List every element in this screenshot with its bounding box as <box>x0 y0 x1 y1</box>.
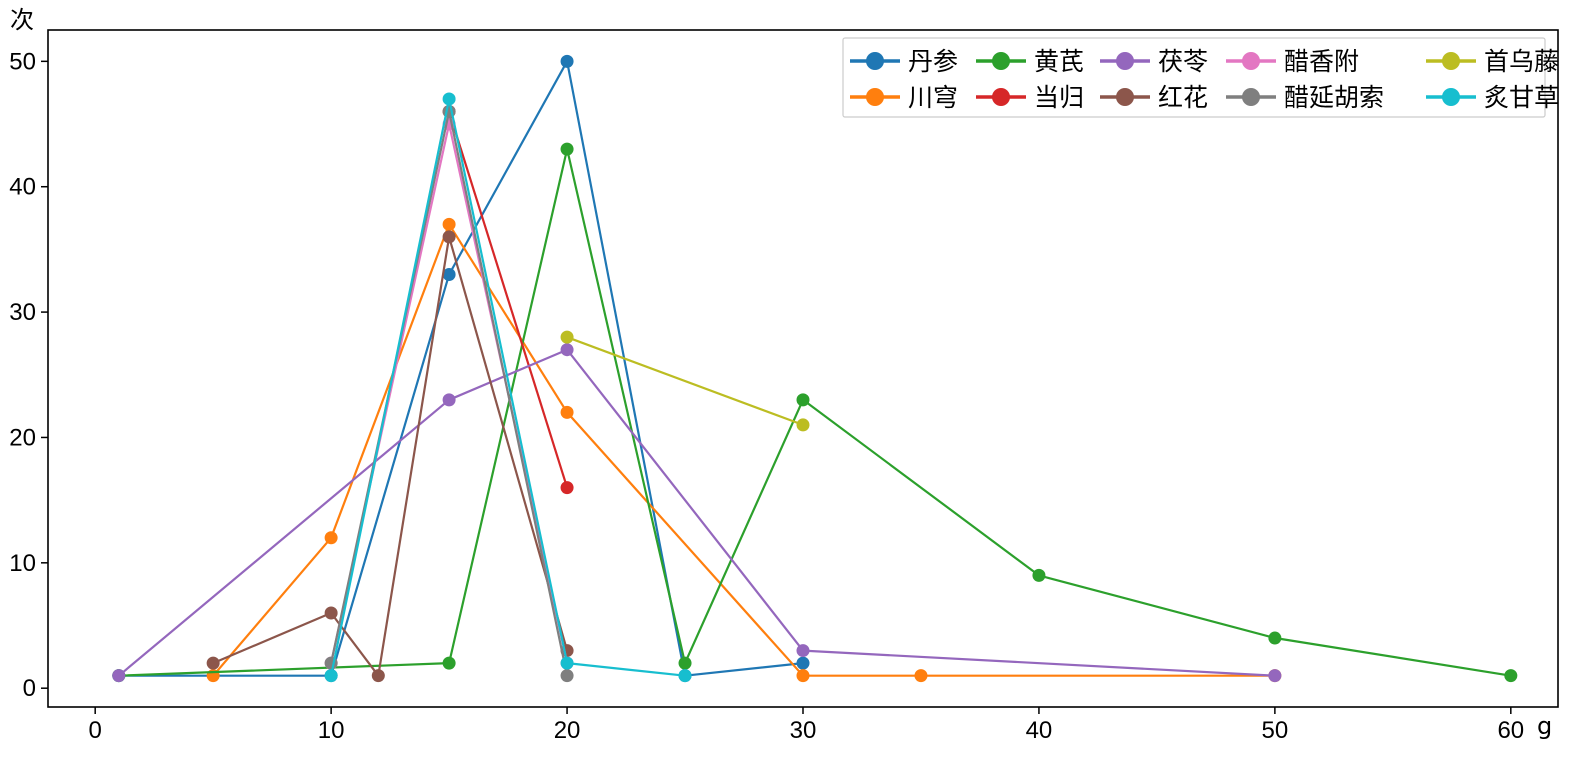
legend-item: 首乌藤 <box>1426 47 1559 76</box>
data-point <box>560 481 574 495</box>
series-9 <box>560 330 810 432</box>
y-tick-label: 20 <box>9 424 36 451</box>
data-point <box>678 656 692 670</box>
x-tick-label: 40 <box>1026 717 1053 744</box>
legend-marker-swatch <box>992 52 1010 70</box>
data-point <box>796 418 810 432</box>
y-tick-label: 50 <box>9 48 36 75</box>
data-point <box>112 669 126 683</box>
data-point <box>796 656 810 670</box>
data-point <box>1032 568 1046 582</box>
legend-item: 当归 <box>976 83 1084 112</box>
data-point <box>678 669 692 683</box>
y-tick-label: 0 <box>23 675 36 702</box>
data-point <box>796 393 810 407</box>
legend-item: 醋延胡索 <box>1226 83 1384 112</box>
series-line <box>448 111 569 488</box>
legend-label: 首乌藤 <box>1484 47 1559 76</box>
series-line <box>118 60 804 677</box>
legend-label: 醋香附 <box>1284 47 1359 76</box>
legend-marker-swatch <box>992 88 1010 106</box>
legend-label: 炙甘草 <box>1484 83 1559 112</box>
data-point <box>324 606 338 620</box>
data-point <box>324 669 338 683</box>
data-point <box>206 656 220 670</box>
x-tick-label: 0 <box>89 717 102 744</box>
x-tick-label: 30 <box>790 717 817 744</box>
legend-marker-swatch <box>866 52 884 70</box>
legend-marker-swatch <box>1116 52 1134 70</box>
data-point <box>1504 669 1518 683</box>
legend-label: 川穹 <box>908 83 958 112</box>
axis-ticks: 0 10 20 30 40 50 60 0 10 20 30 40 50 <box>9 48 1524 744</box>
x-tick-label: 50 <box>1262 717 1289 744</box>
data-point <box>1268 669 1282 683</box>
data-point <box>560 669 574 683</box>
data-point <box>442 92 456 106</box>
series-line <box>330 97 686 677</box>
data-point <box>324 531 338 545</box>
data-point <box>371 669 385 683</box>
y-tick-label: 10 <box>9 550 36 577</box>
legend-item: 醋香附 <box>1226 47 1359 76</box>
x-tick-label: 20 <box>554 717 581 744</box>
series-line <box>212 223 1275 677</box>
legend-marker-swatch <box>866 88 884 106</box>
legend-label: 红花 <box>1158 83 1208 112</box>
series-3 <box>112 142 1518 683</box>
legend-label: 丹参 <box>908 47 958 76</box>
series-line <box>118 148 1511 677</box>
legend-item: 茯苓 <box>1100 47 1208 76</box>
x-tick-label: 10 <box>318 717 345 744</box>
series-2 <box>206 217 1282 683</box>
x-tick-label: 60 <box>1497 717 1524 744</box>
data-point <box>442 393 456 407</box>
data-point <box>560 405 574 419</box>
legend-marker-swatch <box>1442 52 1460 70</box>
legend-marker-swatch <box>1242 88 1260 106</box>
y-tick-label: 40 <box>9 174 36 201</box>
data-point <box>560 330 574 344</box>
data-point <box>560 656 574 670</box>
legend-label: 当归 <box>1034 83 1084 112</box>
data-point <box>560 142 574 156</box>
series-line <box>212 235 569 677</box>
data-point <box>1268 631 1282 645</box>
data-point <box>560 54 574 68</box>
x-axis-unit-label: g <box>1537 712 1552 740</box>
series-line <box>118 348 1275 677</box>
data-point <box>442 656 456 670</box>
data-point <box>796 669 810 683</box>
y-axis-unit-label: 次 <box>10 6 34 34</box>
data-point <box>442 230 456 244</box>
y-tick-label: 30 <box>9 299 36 326</box>
data-point <box>796 644 810 658</box>
legend-item: 丹参 <box>850 47 958 76</box>
legend-label: 茯苓 <box>1158 47 1208 76</box>
data-point <box>442 217 456 231</box>
legend-item: 川穹 <box>850 83 958 112</box>
series-6 <box>206 230 574 683</box>
data-point <box>442 267 456 281</box>
series-10 <box>324 92 692 683</box>
series-line <box>566 336 804 426</box>
data-point <box>560 343 574 357</box>
legend-label: 醋延胡索 <box>1284 83 1384 112</box>
series-layer <box>112 54 1518 683</box>
legend-marker-swatch <box>1242 52 1260 70</box>
legend-item: 黄芪 <box>976 47 1084 76</box>
series-5 <box>112 343 1282 683</box>
legend-item: 红花 <box>1100 83 1208 112</box>
data-point <box>914 669 928 683</box>
legend-marker-swatch <box>1116 88 1134 106</box>
legend-marker-swatch <box>1442 88 1460 106</box>
legend-item: 炙甘草 <box>1426 83 1559 112</box>
legend-label: 黄芪 <box>1034 47 1084 76</box>
